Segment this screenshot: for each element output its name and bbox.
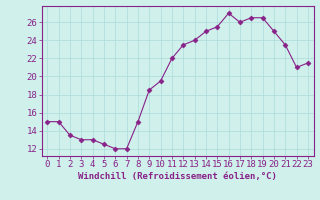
X-axis label: Windchill (Refroidissement éolien,°C): Windchill (Refroidissement éolien,°C) xyxy=(78,172,277,181)
